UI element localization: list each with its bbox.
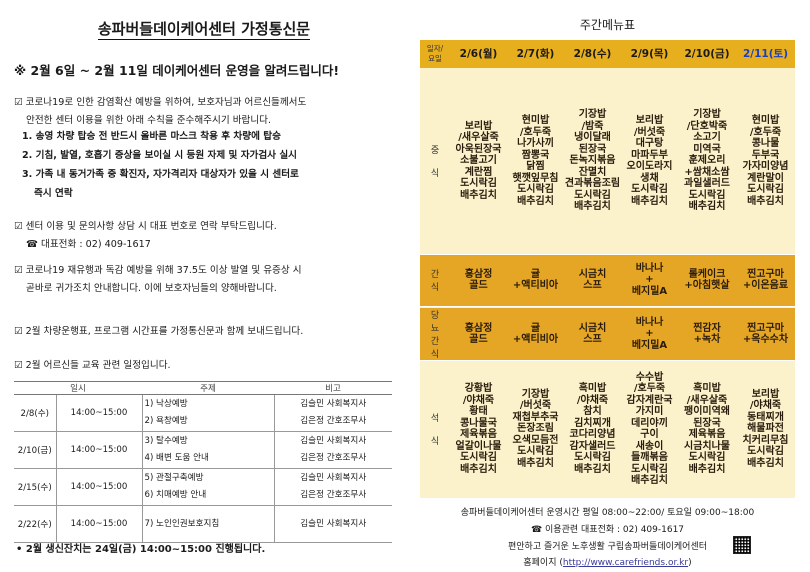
menu-item-cell: 홍삼정 골드 — [464, 268, 493, 292]
table-row: 2/10(금) 14:00~15:00 3) 탈수예방 4) 배변 도움 안내 김… — [14, 431, 392, 469]
menu-row-label: 석 식 — [430, 414, 440, 447]
schedule-topic: 3) 탈수예방 4) 배변 도움 안내 — [142, 431, 275, 469]
menu-item-cell: 홍삼정 골드 — [464, 322, 493, 346]
rule-item: 3. 가족 내 동거가족 중 확진자, 자가격리자 대상자가 있을 시 센터로 — [22, 169, 299, 180]
center-slogan: 편안하고 즐거운 노후생활 구립송파버들데이케어센터 — [507, 542, 708, 552]
schedule-note: 김슬민 사회복지사 김은정 간호조무사 — [274, 468, 392, 506]
schedule-topic: 7) 노인인권보호지침 — [142, 505, 275, 543]
schedule-time: 14:00~15:00 — [56, 394, 143, 432]
table-row: 2/22(수) 14:00~15:00 7) 노인인권보호지침 김슬민 사회복지… — [14, 505, 392, 543]
schedule-topic: 1) 낙상예방 2) 욕창예방 — [142, 394, 275, 432]
fever-notice-line-1: ☑ 코로나19 재유행과 독감 예방을 위해 37.5도 이상 발열 및 유증상… — [14, 265, 302, 276]
menu-header-row: 일자/요일 2/6(월) 2/7(화) 2/8(수) 2/9(목) 2/10(금) 2/11… — [420, 40, 795, 68]
menu-item-cell: 찐고구마 +이온음료 — [742, 268, 789, 292]
schedule-date: 2/10(금) — [14, 431, 57, 469]
fever-notice: ☑ 코로나19 재유행과 독감 예방을 위해 37.5도 이상 발열 및 유증상… — [14, 262, 302, 298]
schedule-header-date: 일시 — [14, 381, 142, 395]
schedule-note: 김슬민 사회복지사 김은정 간호조무사 — [274, 431, 392, 469]
menu-divider — [420, 360, 795, 361]
menu-row: 중 식 보리밥/새우살죽 아욱된장국 소불고기 계란찜 도시락김 배추김치 현미밥/호두죽 나가… — [420, 68, 795, 254]
menu-item-cell: 수수밥/호두죽 감자계란국 가지미 데리야끼 구이 새송이 들깨볶음 도시락김 배추김치 — [626, 371, 673, 487]
schedule-header-note: 비고 — [274, 381, 392, 395]
menu-item-cell: 찐고구마 +옥수수차 — [742, 322, 789, 346]
table-row: 2/15(수) 14:00~15:00 5) 관절구축예방 6) 치매예방 안내 … — [14, 468, 392, 506]
menu-item-cell: 바나나 + 베지밀A — [631, 316, 668, 351]
schedule-note: 김슬민 사회복지사 김은정 간호조무사 — [274, 394, 392, 432]
phone-number: ☎ 대표전화 : 02) 409-1617 — [26, 239, 151, 250]
schedule-note: 김슬민 사회복지사 — [274, 505, 392, 543]
newsletter-title: 송파버들데이케어센터 가정통신문 — [97, 20, 311, 40]
covid-notice: ☑ 코로나19로 인한 감염확산 예방을 위하여, 보호자님과 어르신들께서도 … — [14, 94, 306, 130]
schedule-date: 2/8(수) — [14, 394, 57, 432]
table-row: 2/8(수) 14:00~15:00 1) 낙상예방 2) 욕창예방 김슬민 사회… — [14, 394, 392, 432]
timetable-notice: ☑ 2월 차량운행표, 프로그램 시간표를 가정통신문과 함께 보내드립니다. — [14, 326, 304, 337]
menu-item-cell: 흑미밥/새우살죽 팽이미역왜 된장국 제육볶음 시금치나물 도시락김 배추김치 — [684, 383, 730, 475]
schedule-header-topic: 주제 — [142, 381, 274, 395]
menu-item-cell: 귤 +액티비아 — [512, 322, 559, 346]
qr-code-icon[interactable] — [733, 536, 751, 554]
covid-notice-line-2: 안전한 센터 이용을 위한 아래 수칙을 준수해주시기 바랍니다. — [26, 115, 272, 126]
weekly-menu-table: 일자/요일 2/6(월) 2/7(화) 2/8(수) 2/9(목) 2/10(금) 2/11… — [420, 40, 795, 498]
schedule-time: 14:00~15:00 — [56, 505, 143, 543]
menu-item-cell: 현미밥/호두죽 콩나물 두부국 가자미양념 계란말이 도시락김 배추김치 — [742, 115, 789, 207]
menu-item-cell: 보리밥/야채죽 동태찌개 해물파전 치커리무침 도시락김 배추김치 — [742, 388, 789, 469]
contact-notice-line: ☑ 센터 이용 및 문의사항 상담 시 대표 번호로 연락 부탁드립니다. — [14, 221, 277, 232]
menu-row: 당 뇨 간 식 홍삼정 골드 귤 +액티비아 시금치 스프 바나나 + 베지밀A 찐감자 +녹차 찐고구마 +옥… — [420, 308, 795, 360]
schedule-topic: 5) 관절구축예방 6) 치매예방 안내 — [142, 468, 275, 506]
operating-hours: 송파버들데이케어센터 운영시간 평일 08:00~22:00/ 토요일 09:0… — [460, 508, 755, 518]
menu-item-cell: 찐감자 +녹차 — [693, 322, 721, 346]
menu-row-label: 중 식 — [430, 146, 440, 179]
education-notice: ☑ 2월 어르신들 교육 관련 일정입니다. — [14, 360, 171, 371]
menu-day-header: 2/9(목) — [630, 48, 669, 60]
weekly-menu-title: 주간메뉴표 — [579, 18, 636, 32]
homepage-link[interactable]: http://www.carefriends.or.kr — [562, 558, 689, 568]
rule-item: 1. 송영 차량 탑승 전 반드시 올바른 마스크 착용 후 차량에 탑승 — [22, 131, 281, 142]
menu-item-cell: 시금치 스프 — [578, 322, 607, 346]
newsletter-panel: 송파버들데이케어센터 가정통신문 ※ 2월 6일 ~ 2월 11일 데이케어센터… — [14, 20, 392, 555]
menu-corner-label: 일자/요일 — [426, 44, 444, 63]
menu-day-header: 2/10(금) — [684, 48, 730, 60]
menu-day-header: 2/6(월) — [459, 48, 498, 60]
homepage-line: 홈페이지 (http://www.carefriends.or.kr) — [523, 558, 692, 568]
menu-day-header: 2/8(수) — [573, 48, 612, 60]
menu-item-cell: 기장밥/단호박죽 소고기 미역국 훈제오리 +쌈채소쌈 과일샐러드 도시락김 배추김치 — [684, 109, 730, 213]
menu-item-cell: 기장밥/밤죽 냉이달래 된장국 돈녹지볶음 잔멸치 견과볶음조림 도시락김 배추김치 — [564, 109, 621, 213]
menu-item-cell: 현미밥/호두죽 나가사끼 짬뽕국 닭찜 햇깻잎무침 도시락김 배추김치 — [512, 115, 559, 207]
menu-item-cell: 보리밥/새우살죽 아욱된장국 소불고기 계란찜 도시락김 배추김치 — [455, 120, 502, 201]
menu-item-cell: 강황밥/야채죽 황태 콩나물국 제육볶음 얼갈이나물 도시락김 배추김치 — [455, 383, 502, 475]
schedule-date: 2/15(수) — [14, 468, 57, 506]
menu-item-cell: 시금치 스프 — [578, 268, 607, 292]
menu-day-header: 2/11(토) — [742, 48, 788, 60]
menu-divider — [420, 254, 795, 255]
schedule-time: 14:00~15:00 — [56, 431, 143, 469]
education-schedule-table: 일시 주제 비고 2/8(수) 14:00~15:00 1) 낙상예방 2) 욕창… — [14, 381, 392, 543]
homepage-label: 홈페이지 ( — [523, 558, 563, 568]
menu-row: 간 식 홍삼정 골드 귤 +액티비아 시금치 스프 바나나 + 베지밀A 롤케이크 +아침햇살 찐고구마 +… — [420, 254, 795, 306]
menu-item-cell: 기장밥/버섯죽 재첩부추국 돈장조림 오색모듬전 도시락김 배추김치 — [512, 388, 559, 469]
birthday-party-note: • 2월 생신잔치는 24일(금) 14:00~15:00 진행됩니다. — [16, 544, 266, 555]
menu-item-cell: 흑미밥/야채죽 참치 김치찌개 코다리양념 감자샐러드 도시락김 배추김치 — [569, 383, 616, 475]
schedule-time: 14:00~15:00 — [56, 468, 143, 506]
contact-notice: ☑ 센터 이용 및 문의사항 상담 시 대표 번호로 연락 부탁드립니다. ☎ … — [14, 218, 277, 254]
fever-notice-line-2: 곧바로 귀가조치 안내합니다. 이에 보호자님들의 양해바랍니다. — [26, 283, 277, 294]
operation-headline: ※ 2월 6일 ~ 2월 11일 데이케어센터 운영을 알려드립니다! — [14, 63, 340, 78]
menu-item-cell: 롤케이크 +아침햇살 — [684, 268, 730, 292]
rule-item: 2. 기침, 발열, 호흡기 증상을 보이실 시 등원 자제 및 자가검사 실시 — [22, 150, 298, 161]
covid-notice-line-1: ☑ 코로나19로 인한 감염확산 예방을 위하여, 보호자님과 어르신들께서도 — [14, 97, 307, 108]
rules-list: 1. 송영 차량 탑승 전 반드시 올바른 마스크 착용 후 차량에 탑승 2.… — [22, 127, 299, 203]
schedule-date: 2/22(수) — [14, 505, 57, 543]
menu-item-cell: 바나나 + 베지밀A — [631, 262, 668, 297]
menu-divider — [420, 306, 795, 307]
menu-item-cell: 귤 +액티비아 — [512, 268, 559, 292]
menu-row: 석 식 강황밥/야채죽 황태 콩나물국 제육볶음 얼갈이나물 도시락김 배추김치 기장밥/버섯죽… — [420, 360, 795, 498]
rule-item: 즉시 연락 — [34, 188, 73, 199]
contact-phone: ☎ 이용관련 대표전화 : 02) 409-1617 — [530, 525, 685, 535]
menu-day-header: 2/7(화) — [516, 48, 555, 60]
menu-item-cell: 보리밥/버섯죽 대구탕 마파두부 오이도라지 생채 도시락김 배추김치 — [626, 115, 673, 207]
